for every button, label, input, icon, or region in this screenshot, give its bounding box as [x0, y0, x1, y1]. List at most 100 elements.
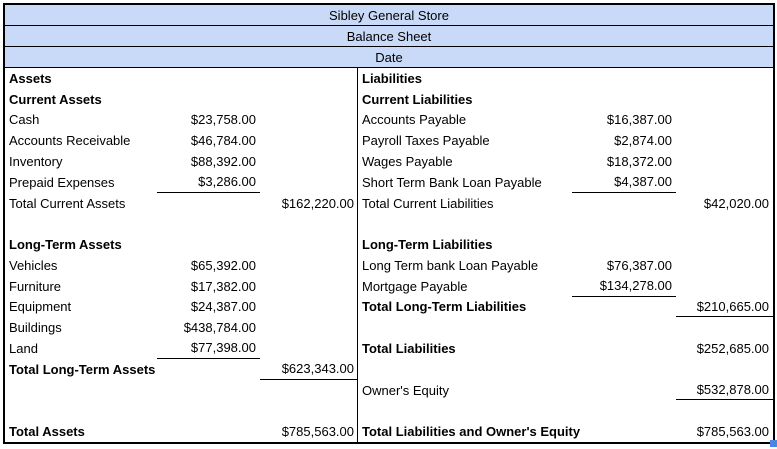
label-cell[interactable]: Vehicles — [9, 257, 58, 273]
value-cell[interactable] — [572, 68, 676, 89]
label-cell[interactable]: Total Current Liabilities — [362, 195, 494, 211]
total-cell[interactable] — [260, 276, 358, 297]
total-cell[interactable] — [676, 255, 773, 276]
value-cell[interactable]: $88,392.00 — [190, 153, 256, 169]
label-cell[interactable]: Payroll Taxes Payable — [362, 133, 490, 149]
total-cell[interactable] — [260, 255, 358, 276]
label-cell[interactable]: Total Liabilities — [362, 340, 456, 356]
label-cell[interactable]: Assets — [9, 70, 52, 86]
value-cell[interactable] — [572, 193, 676, 214]
label-cell[interactable]: Equipment — [9, 299, 72, 315]
label-cell[interactable]: Total Current Assets — [9, 195, 126, 211]
total-cell[interactable] — [676, 234, 773, 255]
total-cell[interactable] — [260, 400, 358, 421]
label-cell[interactable]: Total Assets — [9, 424, 85, 440]
label-cell[interactable]: Accounts Receivable — [9, 133, 131, 149]
total-cell[interactable] — [676, 68, 773, 89]
label-cell[interactable]: Current Assets — [9, 91, 102, 107]
label-cell[interactable] — [5, 400, 157, 421]
total-cell[interactable]: $252,685.00 — [696, 340, 769, 356]
value-cell[interactable]: $46,784.00 — [190, 133, 256, 149]
value-cell[interactable] — [572, 400, 676, 421]
total-cell[interactable]: $623,343.00 — [260, 359, 358, 380]
label-cell[interactable]: Land — [9, 340, 38, 356]
total-cell[interactable] — [676, 89, 773, 110]
value-cell[interactable]: $134,278.00 — [572, 276, 676, 297]
value-cell[interactable]: $23,758.00 — [190, 112, 256, 128]
total-cell[interactable] — [676, 359, 773, 380]
label-cell[interactable]: Accounts Payable — [362, 112, 467, 128]
value-cell[interactable] — [572, 338, 676, 359]
value-cell[interactable]: $76,387.00 — [606, 257, 672, 273]
total-cell[interactable] — [676, 317, 773, 338]
value-cell[interactable]: $77,398.00 — [157, 338, 260, 359]
label-cell[interactable]: Total Long-Term Liabilities — [362, 299, 527, 315]
total-cell[interactable]: $42,020.00 — [703, 195, 769, 211]
label-cell[interactable] — [358, 317, 572, 338]
label-cell[interactable] — [358, 400, 572, 421]
label-cell[interactable]: Mortgage Payable — [362, 278, 468, 294]
total-cell[interactable]: $210,665.00 — [676, 297, 773, 318]
value-cell[interactable] — [157, 68, 260, 89]
total-cell[interactable] — [676, 151, 773, 172]
label-cell[interactable] — [358, 213, 572, 234]
value-cell[interactable] — [157, 213, 260, 234]
total-cell[interactable] — [676, 276, 773, 297]
value-cell[interactable] — [572, 421, 676, 442]
total-cell[interactable] — [260, 110, 358, 131]
total-cell[interactable] — [676, 213, 773, 234]
value-cell[interactable] — [572, 213, 676, 234]
value-cell[interactable]: $24,387.00 — [190, 299, 256, 315]
value-cell[interactable] — [157, 400, 260, 421]
total-cell[interactable] — [260, 68, 358, 89]
total-cell[interactable] — [676, 172, 773, 193]
total-cell[interactable] — [260, 213, 358, 234]
total-cell[interactable] — [260, 151, 358, 172]
total-cell[interactable]: $785,563.00 — [696, 424, 769, 440]
value-cell[interactable] — [157, 89, 260, 110]
value-cell[interactable] — [572, 359, 676, 380]
label-cell[interactable]: Owner's Equity — [362, 382, 450, 398]
value-cell[interactable] — [157, 421, 260, 442]
label-cell[interactable] — [5, 213, 157, 234]
value-cell[interactable]: $438,784.00 — [183, 320, 256, 336]
value-cell[interactable]: $2,874.00 — [614, 133, 672, 149]
company-title-cell[interactable]: Sibley General Store — [5, 5, 773, 26]
label-cell[interactable]: Current Liabilities — [362, 91, 473, 107]
value-cell[interactable] — [157, 359, 260, 380]
value-cell[interactable] — [572, 89, 676, 110]
value-cell[interactable] — [572, 297, 676, 318]
value-cell[interactable] — [157, 193, 260, 214]
total-cell[interactable] — [260, 130, 358, 151]
value-cell[interactable] — [572, 317, 676, 338]
total-cell[interactable] — [260, 297, 358, 318]
total-cell[interactable]: $532,878.00 — [676, 380, 773, 401]
label-cell[interactable]: Long-Term Liabilities — [362, 237, 493, 253]
label-cell[interactable]: Long Term bank Loan Payable — [362, 257, 539, 273]
label-cell[interactable]: Cash — [9, 112, 40, 128]
label-cell[interactable] — [5, 380, 157, 401]
value-cell[interactable] — [572, 234, 676, 255]
value-cell[interactable] — [157, 380, 260, 401]
total-cell[interactable]: $785,563.00 — [281, 424, 354, 440]
label-cell[interactable] — [358, 359, 572, 380]
value-cell[interactable]: $4,387.00 — [572, 172, 676, 193]
value-cell[interactable]: $65,392.00 — [190, 257, 256, 273]
total-cell[interactable] — [260, 380, 358, 401]
label-cell[interactable]: Total Liabilities and Owner's Equity — [362, 424, 581, 440]
total-cell[interactable] — [260, 172, 358, 193]
value-cell[interactable]: $16,387.00 — [606, 112, 672, 128]
value-cell[interactable] — [157, 234, 260, 255]
total-cell[interactable] — [260, 317, 358, 338]
label-cell[interactable]: Short Term Bank Loan Payable — [362, 174, 542, 190]
label-cell[interactable]: Inventory — [9, 153, 63, 169]
total-cell[interactable] — [260, 89, 358, 110]
label-cell[interactable]: Buildings — [9, 320, 62, 336]
label-cell[interactable]: Long-Term Assets — [9, 237, 122, 253]
value-cell[interactable]: $3,286.00 — [157, 172, 260, 193]
total-cell[interactable] — [676, 110, 773, 131]
selection-fill-handle[interactable] — [770, 440, 777, 447]
label-cell[interactable]: Total Long-Term Assets — [9, 361, 156, 377]
total-cell[interactable] — [260, 338, 358, 359]
total-cell[interactable] — [676, 130, 773, 151]
